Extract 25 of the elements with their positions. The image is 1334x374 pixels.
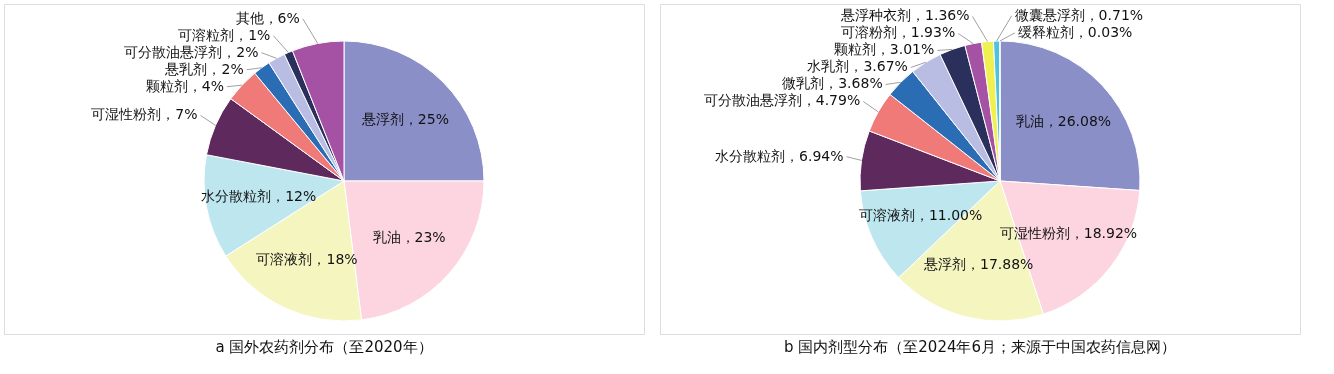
slice-label: 悬浮种衣剂，1.36% xyxy=(840,7,970,24)
slice-label: 可分散油悬浮剂，4.79% xyxy=(703,92,861,109)
slice-label: 微囊悬浮剂，0.71% xyxy=(1014,6,1144,23)
slice-label: 悬浮剂，25% xyxy=(360,110,449,127)
slice-label: 乳油，23% xyxy=(372,229,446,246)
slice-label: 可湿性粉剂，7% xyxy=(91,106,198,123)
slice-label: 可溶液剂，11.00% xyxy=(858,207,983,224)
slice-label: 悬乳剂，2% xyxy=(164,60,244,77)
slice-label: 水分散粒剂，12% xyxy=(201,188,317,205)
slice-label: 水乳剂，3.67% xyxy=(807,58,908,75)
slice-label: 其他，6% xyxy=(235,9,300,26)
slice-label: 可湿性粉剂，18.92% xyxy=(999,225,1138,242)
slice-label: 乳油，26.08% xyxy=(1015,112,1112,129)
slice-label: 缓释粒剂，0.03% xyxy=(1017,23,1133,40)
text: b 国内剂型分布（至2024年6月；来源于中国农药信息网） xyxy=(783,338,1177,356)
text: a 国外农药剂分布（至2020年） xyxy=(215,338,433,356)
slice-label: 可溶粒剂，1% xyxy=(178,26,271,43)
slice-label: 可溶液剂，18% xyxy=(256,250,358,267)
slice-label: 可溶粉剂，1.93% xyxy=(840,24,956,41)
slice-label: 颗粒剂，3.01% xyxy=(833,41,935,58)
slice-label: 颗粒剂，4% xyxy=(145,77,224,94)
slice-label: 水分散粒剂，6.94% xyxy=(715,147,844,164)
slice-label: 可分散油悬浮剂，2% xyxy=(124,43,259,60)
slice-label: 悬浮剂，17.88% xyxy=(923,256,1034,273)
slice-label: 微乳剂，3.68% xyxy=(782,75,883,92)
